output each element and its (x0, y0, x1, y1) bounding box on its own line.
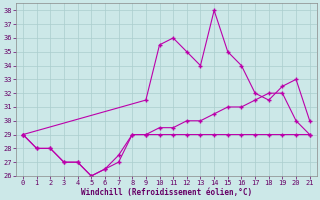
X-axis label: Windchill (Refroidissement éolien,°C): Windchill (Refroidissement éolien,°C) (81, 188, 252, 197)
